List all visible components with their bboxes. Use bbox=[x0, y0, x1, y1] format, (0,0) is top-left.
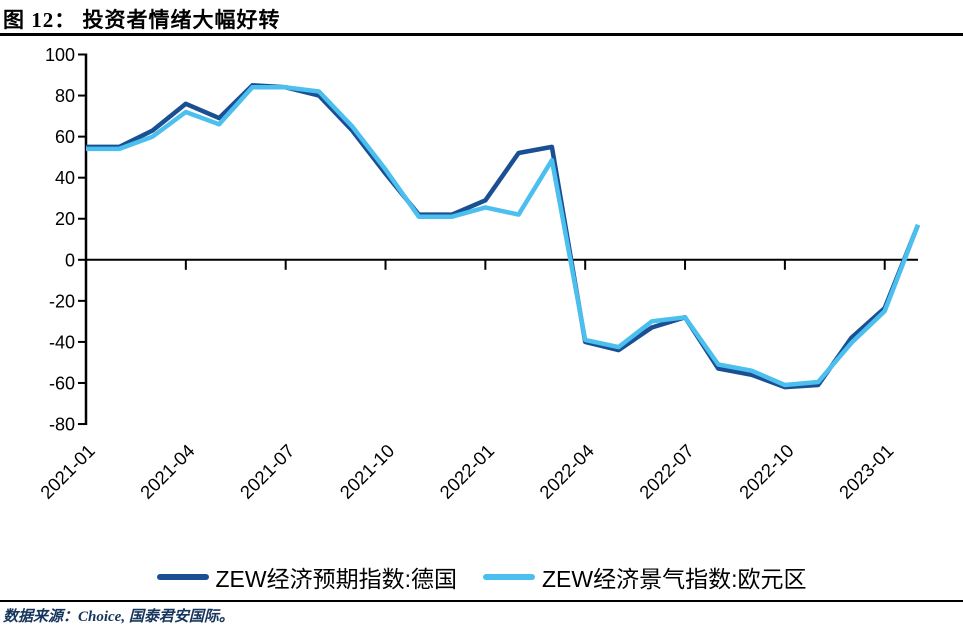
x-tick-label: 2022-07 bbox=[635, 440, 698, 503]
legend-swatch-germany bbox=[156, 574, 209, 580]
figure-title: 图 12： 投资者情绪大幅好转 bbox=[3, 8, 281, 32]
source-note: 数据来源：Choice, 国泰君安国际。 bbox=[3, 609, 234, 625]
chart-legend: ZEW经济预期指数:德国 ZEW经济景气指数:欧元区 bbox=[0, 560, 963, 594]
series-line-zew-eurozone bbox=[86, 85, 921, 388]
legend-swatch-eurozone bbox=[483, 574, 535, 580]
y-tick-label: 20 bbox=[55, 209, 75, 229]
y-tick-label: -60 bbox=[49, 373, 75, 393]
legend-label-germany: ZEW经济预期指数:德国 bbox=[215, 566, 458, 592]
x-tick-label: 2021-07 bbox=[236, 440, 299, 503]
x-tick-label: 2022-10 bbox=[735, 440, 798, 503]
footer-rule bbox=[0, 600, 963, 602]
x-tick-label: 2021-01 bbox=[36, 440, 99, 503]
y-tick-label: 60 bbox=[55, 127, 75, 147]
legend-item-eurozone: ZEW经济景气指数:欧元区 bbox=[483, 560, 807, 594]
series-line-zew-germany bbox=[86, 83, 921, 390]
legend-item-germany: ZEW经济预期指数:德国 bbox=[156, 560, 458, 594]
y-tick-label: 100 bbox=[45, 45, 75, 65]
y-tick-label: -80 bbox=[49, 415, 75, 435]
y-tick-label: 40 bbox=[55, 168, 75, 188]
x-tick-label: 2022-04 bbox=[535, 440, 598, 503]
y-tick-label: 0 bbox=[65, 250, 75, 270]
y-tick-label: -20 bbox=[49, 291, 75, 311]
x-tick-label: 2021-04 bbox=[136, 440, 199, 503]
x-tick-label: 2022-01 bbox=[435, 440, 498, 503]
legend-label-eurozone: ZEW经济景气指数:欧元区 bbox=[542, 566, 807, 592]
x-tick-label: 2023-01 bbox=[835, 440, 898, 503]
title-rule bbox=[0, 33, 963, 36]
y-tick-label: -40 bbox=[49, 332, 75, 352]
y-tick-label: 80 bbox=[55, 86, 75, 106]
x-tick-label: 2021-10 bbox=[335, 440, 398, 503]
